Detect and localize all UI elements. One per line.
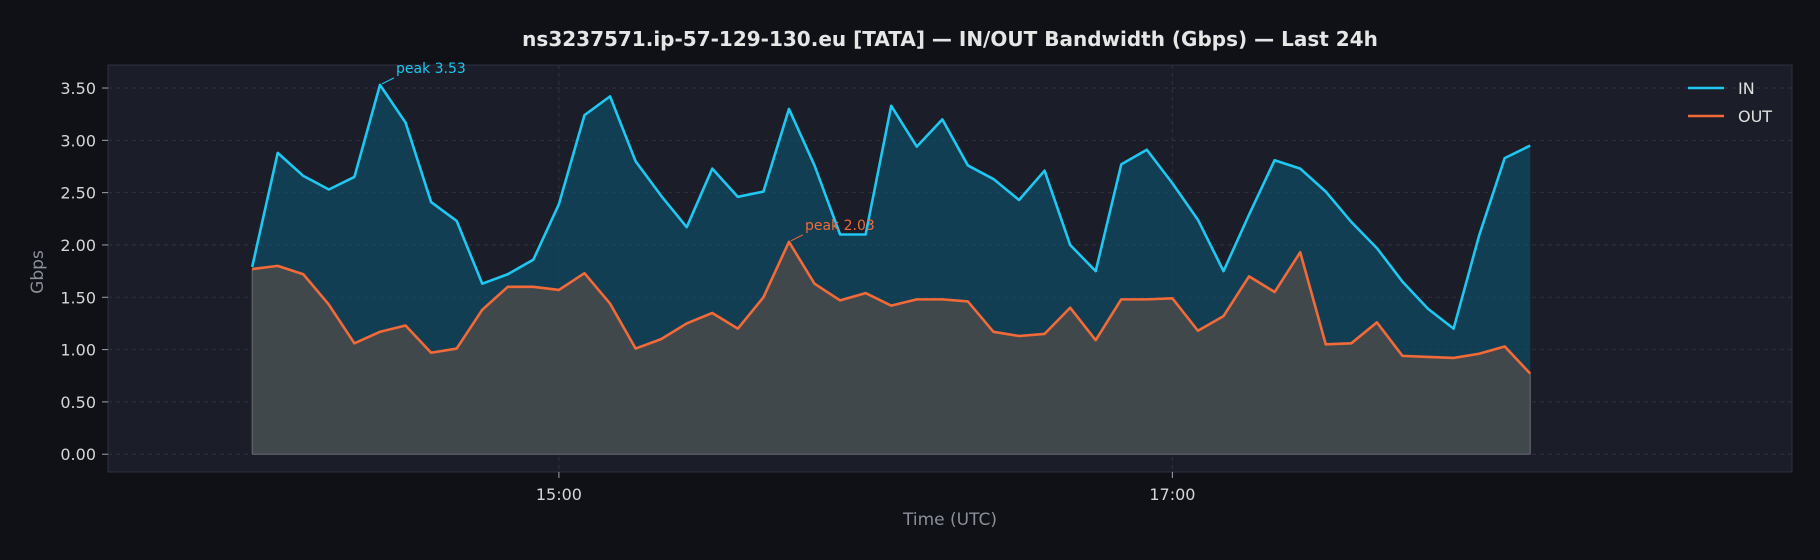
y-tick-label: 0.50 bbox=[60, 393, 96, 412]
x-tick-label: 15:00 bbox=[536, 485, 582, 504]
y-tick-label: 1.00 bbox=[60, 341, 96, 360]
annotation-pointer bbox=[790, 234, 804, 242]
axes: 0.00 0.50 1.00 1.50 2.00 2.50 3.00 3.50 15:00 17:… bbox=[60, 79, 1195, 504]
annotations: peak 3.53 peak 2.03 bbox=[381, 61, 875, 242]
line-in bbox=[250, 83, 1531, 330]
legend-label-in: IN bbox=[1738, 79, 1755, 98]
series-lines bbox=[250, 83, 1532, 375]
y-tick-label: 2.00 bbox=[60, 236, 96, 255]
legend: IN OUT bbox=[1688, 79, 1772, 126]
y-tick-label: 3.50 bbox=[60, 79, 96, 98]
x-axis-label: Time (UTC) bbox=[902, 510, 997, 530]
x-tick-label: 17:00 bbox=[1149, 485, 1195, 504]
legend-label-out: OUT bbox=[1738, 107, 1772, 126]
chart-title: ns3237571.ip-57-129-130.eu [TATA] — IN/O… bbox=[522, 27, 1378, 51]
line-out bbox=[252, 240, 1532, 375]
peak-annotation: peak 2.03 bbox=[805, 218, 875, 234]
y-tick-label: 1.50 bbox=[60, 288, 96, 307]
area-fills bbox=[251, 84, 1531, 455]
y-axis-label: Gbps bbox=[28, 250, 48, 294]
peak-annotation: peak 3.53 bbox=[396, 61, 466, 77]
y-tick-label: 2.50 bbox=[60, 184, 96, 203]
annotation-pointer bbox=[381, 77, 395, 85]
y-tick-label: 3.00 bbox=[60, 131, 96, 150]
y-tick-label: 0.00 bbox=[60, 445, 96, 464]
area-out bbox=[252, 241, 1531, 455]
